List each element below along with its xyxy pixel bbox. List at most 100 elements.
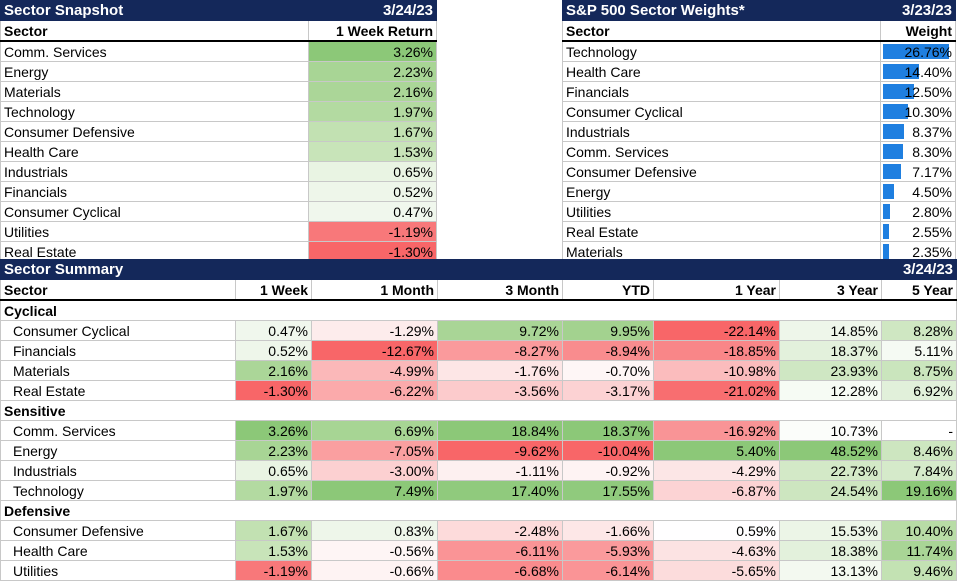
sector-name: Materials	[0, 360, 236, 381]
sector-name: Comm. Services	[0, 420, 236, 441]
return-value: 9.95%	[562, 320, 654, 341]
weight-bar	[883, 144, 904, 159]
summary-row: Consumer Defensive 1.67% 0.83% -2.48% -1.66%…	[0, 520, 957, 541]
return-value: 1.67%	[235, 520, 312, 541]
sector-name: Health Care	[562, 61, 881, 82]
sector-name: Materials	[562, 241, 881, 262]
return-value: 7.84%	[881, 460, 957, 481]
return-value: 12.28%	[779, 380, 882, 401]
return-value: -21.02%	[653, 380, 780, 401]
summary-row: Health Care 1.53% -0.56% -6.11% -5.93% -4.63%…	[0, 540, 957, 561]
return-value: 8.75%	[881, 360, 957, 381]
weight-cell: 4.50%	[880, 181, 956, 202]
return-value: -1.30%	[235, 380, 312, 401]
snapshot-date: 3/24/23	[308, 0, 437, 21]
weights-row: Industrials 8.37%	[562, 121, 956, 142]
summary-row: Technology 1.97% 7.49% 17.40% 17.55% -6.87% 24…	[0, 480, 957, 501]
return-value: -5.93%	[562, 540, 654, 561]
return-value: -7.05%	[311, 440, 438, 461]
sector-name: Utilities	[0, 560, 236, 581]
weights-row: Energy 4.50%	[562, 181, 956, 202]
weight-cell: 26.76%	[880, 40, 956, 62]
return-value: -0.66%	[311, 560, 438, 581]
return-value: 24.54%	[779, 480, 882, 501]
return-value: -1.29%	[311, 320, 438, 341]
return-value: -12.67%	[311, 340, 438, 361]
summary-row: Industrials 0.65% -3.00% -1.11% -0.92% -4.29%…	[0, 460, 957, 481]
weights-col-weight: Weight	[880, 20, 956, 42]
sector-name: Energy	[0, 61, 309, 82]
weights-row: Consumer Defensive 7.17%	[562, 161, 956, 182]
weight-bar	[883, 164, 901, 179]
sector-weights-table: S&P 500 Sector Weights* 3/23/23 Sector W…	[562, 0, 956, 262]
summary-row: Energy 2.23% -7.05% -9.62% -10.04% 5.40% 48.52…	[0, 440, 957, 461]
weight-value: 2.55%	[912, 223, 952, 240]
weight-cell: 12.50%	[880, 81, 956, 102]
return-value: 15.53%	[779, 520, 882, 541]
weight-value: 2.80%	[912, 203, 952, 220]
snapshot-row: Industrials 0.65%	[0, 161, 437, 182]
return-value: -3.17%	[562, 380, 654, 401]
summary-row: Utilities -1.19% -0.66% -6.68% -6.14% -5.65% 1…	[0, 560, 957, 581]
sector-name: Consumer Defensive	[0, 121, 309, 142]
summary-header-row: Sector 1 Week 1 Month 3 Month YTD 1 Year 3 Yea…	[0, 279, 957, 301]
weight-cell: 2.80%	[880, 201, 956, 222]
sector-name: Consumer Defensive	[0, 520, 236, 541]
weights-row: Consumer Cyclical 10.30%	[562, 101, 956, 122]
week-return-value: 0.47%	[308, 201, 437, 222]
return-value: -0.56%	[311, 540, 438, 561]
weight-bar	[883, 84, 914, 99]
weight-cell: 7.17%	[880, 161, 956, 182]
return-value: 5.11%	[881, 340, 957, 361]
return-value: -2.48%	[437, 520, 563, 541]
return-value: 18.84%	[437, 420, 563, 441]
snapshot-row: Energy 2.23%	[0, 61, 437, 82]
summary-title-row: Sector Summary 3/24/23	[0, 259, 957, 280]
return-value: 18.37%	[779, 340, 882, 361]
return-value: 22.73%	[779, 460, 882, 481]
snapshot-col-sector: Sector	[0, 20, 309, 42]
summary-row: Consumer Cyclical 0.47% -1.29% 9.72% 9.95% -2…	[0, 320, 957, 341]
weight-bar	[883, 104, 909, 119]
weight-value: 14.40%	[904, 63, 952, 80]
return-value: 14.85%	[779, 320, 882, 341]
sector-name: Technology	[0, 480, 236, 501]
sector-name: Real Estate	[0, 380, 236, 401]
week-return-value: -1.30%	[308, 241, 437, 262]
return-value: -0.70%	[562, 360, 654, 381]
group-name: Cyclical	[0, 299, 957, 321]
return-value: 3.26%	[235, 420, 312, 441]
return-value: -10.98%	[653, 360, 780, 381]
weight-value: 12.50%	[904, 83, 952, 100]
return-value: 1.97%	[235, 480, 312, 501]
sector-name: Industrials	[562, 121, 881, 142]
return-value: 9.72%	[437, 320, 563, 341]
return-value: 0.59%	[653, 520, 780, 541]
snapshot-title-row: Sector Snapshot 3/24/23	[0, 0, 437, 21]
summary-col-header: 3 Month	[437, 279, 563, 301]
sector-summary-panel: Sector Summary 3/24/23 Sector 1 Week 1 Mon…	[0, 259, 957, 581]
return-value: 13.13%	[779, 560, 882, 581]
return-value: 8.28%	[881, 320, 957, 341]
snapshot-row: Consumer Defensive 1.67%	[0, 121, 437, 142]
weight-value: 2.35%	[912, 243, 952, 260]
return-value: -4.29%	[653, 460, 780, 481]
weights-title: S&P 500 Sector Weights*	[562, 0, 881, 21]
weights-row: Financials 12.50%	[562, 81, 956, 102]
sector-name: Consumer Cyclical	[0, 320, 236, 341]
weights-date: 3/23/23	[880, 0, 956, 21]
weight-cell: 14.40%	[880, 61, 956, 82]
snapshot-row: Comm. Services 3.26%	[0, 40, 437, 62]
sector-name: Energy	[0, 440, 236, 461]
return-value: 18.38%	[779, 540, 882, 561]
return-value: 0.83%	[311, 520, 438, 541]
sector-summary-table: Sector Summary 3/24/23 Sector 1 Week 1 Mon…	[0, 259, 957, 581]
return-value: -6.11%	[437, 540, 563, 561]
sector-name: Industrials	[0, 161, 309, 182]
return-value: 2.16%	[235, 360, 312, 381]
summary-col-header: 1 Year	[653, 279, 780, 301]
group-row: Defensive	[0, 500, 957, 521]
summary-col-header: Sector	[0, 279, 236, 301]
return-value: 10.40%	[881, 520, 957, 541]
weight-value: 26.76%	[904, 43, 952, 60]
